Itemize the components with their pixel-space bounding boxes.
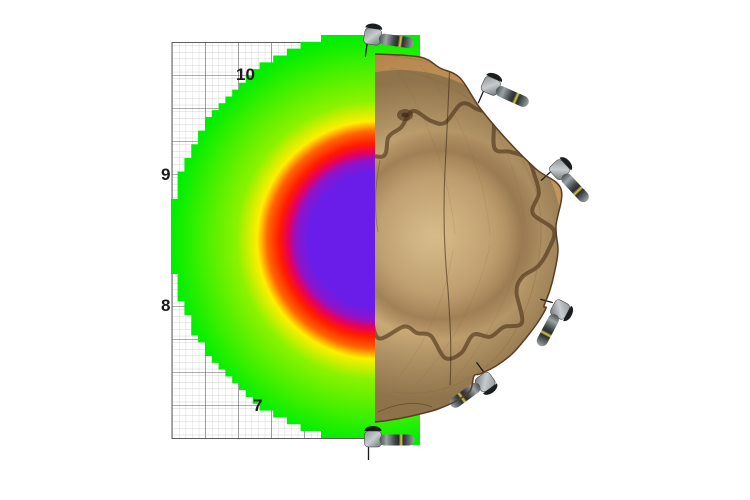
- svg-text:10: 10: [236, 65, 255, 84]
- svg-text:8: 8: [161, 296, 170, 315]
- svg-text:7: 7: [253, 396, 262, 415]
- svg-text:9: 9: [161, 165, 170, 184]
